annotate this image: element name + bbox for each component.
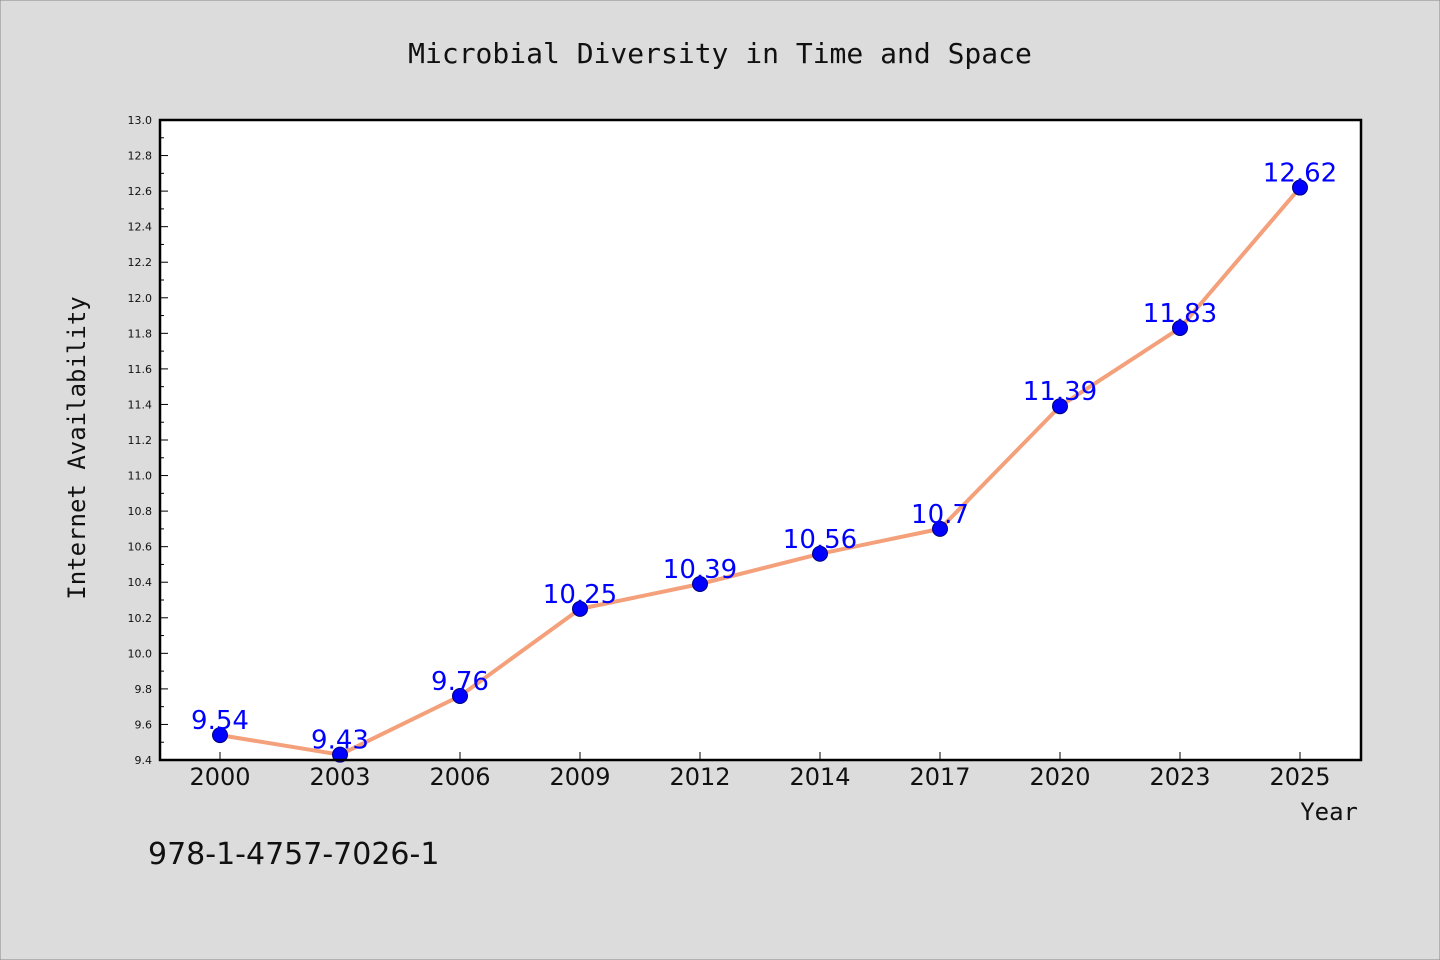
x-tick-label: 2003: [309, 763, 370, 791]
data-point: [1052, 398, 1068, 415]
data-label: 10.25: [543, 580, 617, 610]
chart-title: Microbial Diversity in Time and Space: [408, 37, 1032, 70]
x-tick-label: 2020: [1029, 763, 1090, 791]
y-tick-label: 10.0: [128, 647, 153, 660]
data-point: [692, 576, 708, 592]
y-tick-label: 11.6: [128, 363, 153, 376]
data-point: [1292, 179, 1308, 196]
x-tick-label: 2017: [909, 763, 970, 791]
data-label: 12.62: [1263, 159, 1337, 189]
y-tick-label: 12.0: [128, 292, 153, 305]
plot-frame: [158, 118, 1363, 762]
data-point: [572, 600, 588, 617]
x-tick-label: 2006: [429, 763, 490, 791]
data-label: 9.76: [431, 667, 489, 697]
data-point: [812, 545, 828, 562]
y-tick-label: 11.2: [128, 434, 153, 447]
data-label: 10.7: [911, 500, 969, 530]
data-point: [332, 746, 348, 763]
y-tick-label: 12.4: [128, 221, 153, 234]
x-tick-label: 2014: [789, 763, 850, 791]
y-tick-label: 12.6: [128, 185, 153, 198]
data-label: 11.83: [1143, 299, 1217, 329]
data-label: 9.54: [191, 706, 249, 736]
y-tick-label: 10.4: [128, 576, 153, 589]
y-tick-label: 11.4: [128, 398, 153, 411]
y-tick-label: 12.2: [128, 256, 153, 269]
y-axis-ticks: 9.4 9.6 9.8 10.0 10.2 10.4 10.6 10.8 11.0 11.2 11.…: [128, 114, 168, 767]
data-label: 11.39: [1023, 377, 1097, 407]
x-tick-label: 2012: [669, 763, 730, 791]
data-point: [1172, 320, 1188, 336]
y-tick-label: 13.0: [128, 114, 153, 127]
y-tick-label: 10.8: [128, 505, 153, 518]
data-label: 10.39: [663, 555, 737, 585]
y-tick-label: 9.6: [135, 718, 153, 731]
data-point: [932, 520, 948, 537]
data-label: 9.43: [311, 726, 369, 756]
x-tick-label: 2009: [549, 763, 610, 791]
y-axis-label: Internet Availability: [63, 296, 91, 599]
y-tick-label: 9.8: [135, 683, 153, 696]
y-tick-label: 12.8: [128, 150, 153, 163]
x-axis-label: Year: [1300, 798, 1358, 826]
x-tick-label: 2000: [189, 763, 250, 791]
data-label: 10.56: [783, 525, 857, 555]
y-tick-label: 10.2: [128, 612, 153, 625]
x-tick-label: 2025: [1269, 763, 1330, 791]
x-axis-ticks: 2000 2003 2006 2009 2012 2014 2017 2020 2023 2025: [189, 752, 1331, 791]
series-layer: 9.54 9.43 9.76 10.25 10.39 10.56 10.7 11.39 11.8…: [191, 159, 1337, 763]
footnote-isbn: 978-1-4757-7026-1: [148, 837, 439, 872]
x-tick-label: 2023: [1149, 763, 1210, 791]
series-line: [218, 185, 1302, 757]
plot-area: [160, 120, 1361, 760]
data-point: [212, 727, 228, 744]
y-tick-label: 10.6: [128, 541, 153, 554]
y-tick-label: 11.0: [128, 470, 153, 483]
y-tick-label: 9.4: [135, 754, 153, 767]
data-point: [452, 688, 468, 704]
y-tick-label: 11.8: [128, 327, 153, 340]
